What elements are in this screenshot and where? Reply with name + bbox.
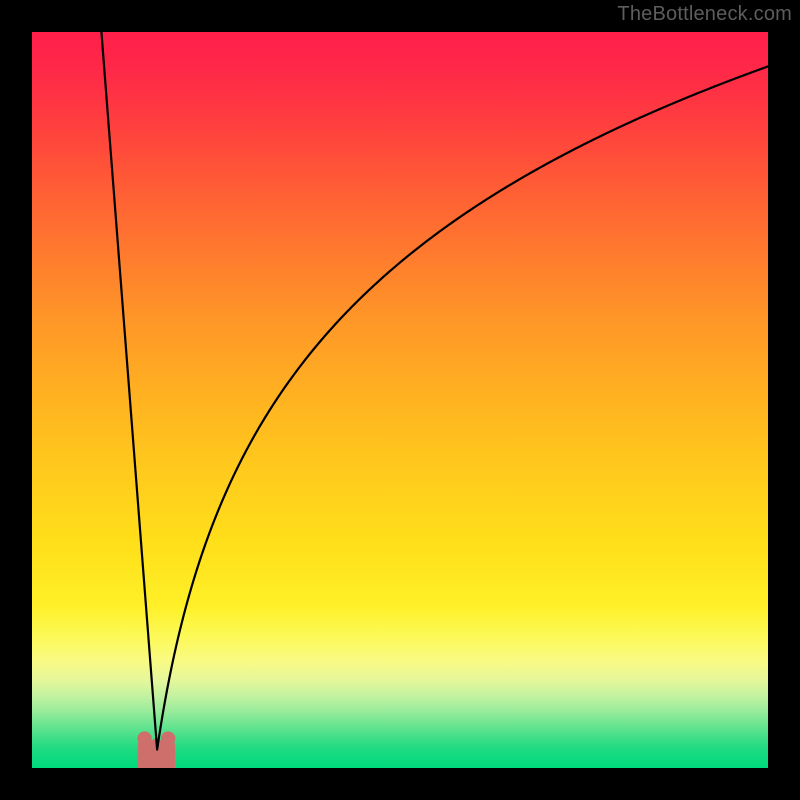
watermark-text: TheBottleneck.com bbox=[617, 3, 792, 26]
bottleneck-chart bbox=[0, 0, 800, 800]
plot-background bbox=[32, 32, 768, 768]
